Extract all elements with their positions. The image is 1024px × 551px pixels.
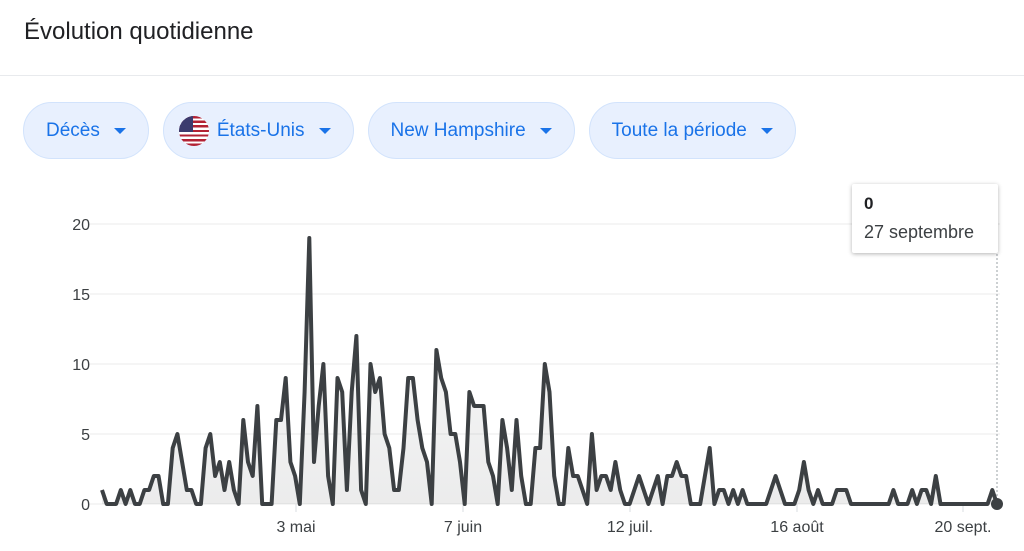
x-tick-label: 20 sept. [935, 519, 992, 536]
chip-label: Toute la période [611, 119, 747, 141]
x-tick-label: 12 juil. [607, 519, 653, 536]
data-point [991, 498, 1003, 510]
us-flag-icon [178, 115, 209, 146]
metric-filter-chip[interactable]: Décès [23, 102, 149, 159]
chip-label: Décès [46, 119, 100, 141]
y-tick-label: 10 [72, 357, 90, 374]
x-tick-label: 3 mai [276, 519, 315, 536]
period-filter-chip[interactable]: Toute la période [588, 102, 796, 159]
caret-down-icon [113, 127, 126, 134]
country-filter-chip[interactable]: États-Unis [162, 102, 354, 159]
tooltip-date: 27 septembre [864, 222, 975, 242]
y-tick-label: 15 [72, 287, 90, 304]
chip-label: New Hampshire [390, 119, 526, 141]
region-filter-chip[interactable]: New Hampshire [367, 102, 575, 159]
divider [0, 75, 1024, 76]
tooltip-value: 0 [864, 194, 874, 213]
data-line [100, 236, 999, 506]
caret-down-icon [539, 127, 552, 134]
y-tick-label: 5 [81, 427, 90, 444]
y-tick-label: 0 [81, 497, 90, 514]
page-title: Évolution quotidienne [24, 18, 254, 45]
chart-tooltip: 0 27 septembre [852, 184, 998, 253]
x-tick-label: 16 août [770, 519, 824, 536]
area-fill [102, 238, 997, 504]
y-tick-label: 20 [72, 217, 90, 234]
caret-down-icon [760, 127, 773, 134]
chip-label: États-Unis [216, 119, 305, 141]
x-tick-label: 7 juin [444, 519, 482, 536]
filter-bar: Décès États-Unis New Hampshire Toute la … [23, 102, 796, 159]
caret-down-icon [318, 127, 331, 134]
